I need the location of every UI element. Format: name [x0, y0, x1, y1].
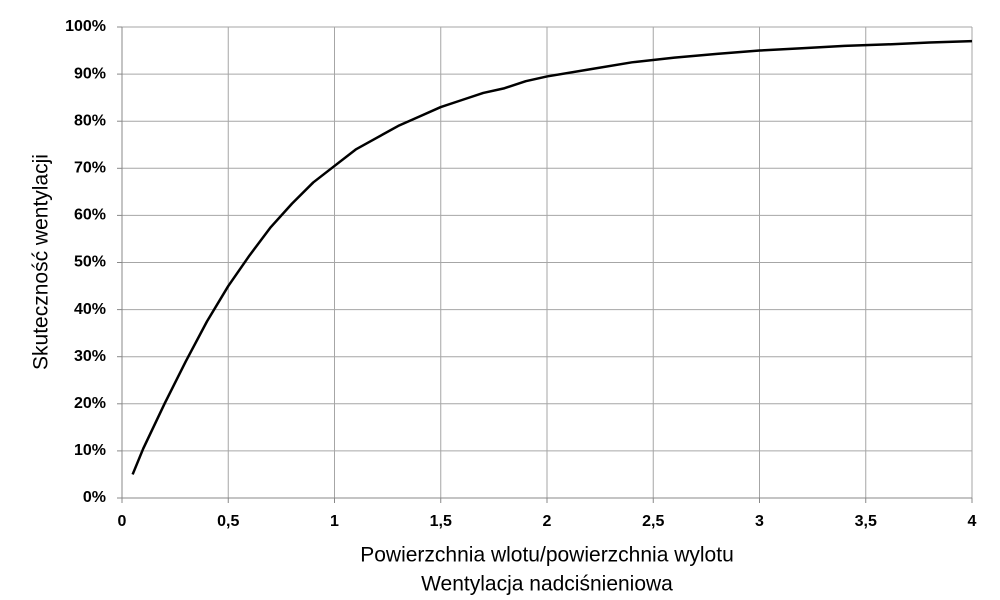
- x-tick-label: 3: [755, 513, 764, 530]
- y-tick-label: 100%: [65, 18, 106, 35]
- y-tick-label: 10%: [74, 442, 106, 459]
- y-tick-label: 20%: [74, 395, 106, 412]
- x-tick-label: 4: [968, 513, 977, 530]
- x-axis-label: Powierzchnia wlotu/powierzchnia wylotu: [360, 544, 734, 567]
- data-line: [131, 39, 973, 475]
- x-tick-label: 2,5: [642, 513, 664, 530]
- y-tick-label: 70%: [74, 160, 106, 177]
- x-axis-label: Wentylacja nadciśnieniowa: [421, 573, 673, 596]
- y-tick-label: 90%: [74, 65, 106, 82]
- x-tick-label: 1,5: [430, 513, 452, 530]
- y-axis-label: Skuteczność wentylacji: [30, 154, 53, 370]
- x-tick-label: 3,5: [855, 513, 877, 530]
- y-tick-label: 40%: [74, 301, 106, 318]
- y-tick-label: 60%: [74, 207, 106, 224]
- x-tick-label: 0: [118, 513, 127, 530]
- y-tick-label: 50%: [74, 254, 106, 271]
- y-tick-label: 0%: [83, 489, 106, 506]
- y-tick-label: 80%: [74, 112, 106, 129]
- y-tick-label: 30%: [74, 348, 106, 365]
- x-tick-label: 2: [543, 513, 552, 530]
- x-tick-label: 1: [330, 513, 339, 530]
- x-tick-label: 0,5: [217, 513, 239, 530]
